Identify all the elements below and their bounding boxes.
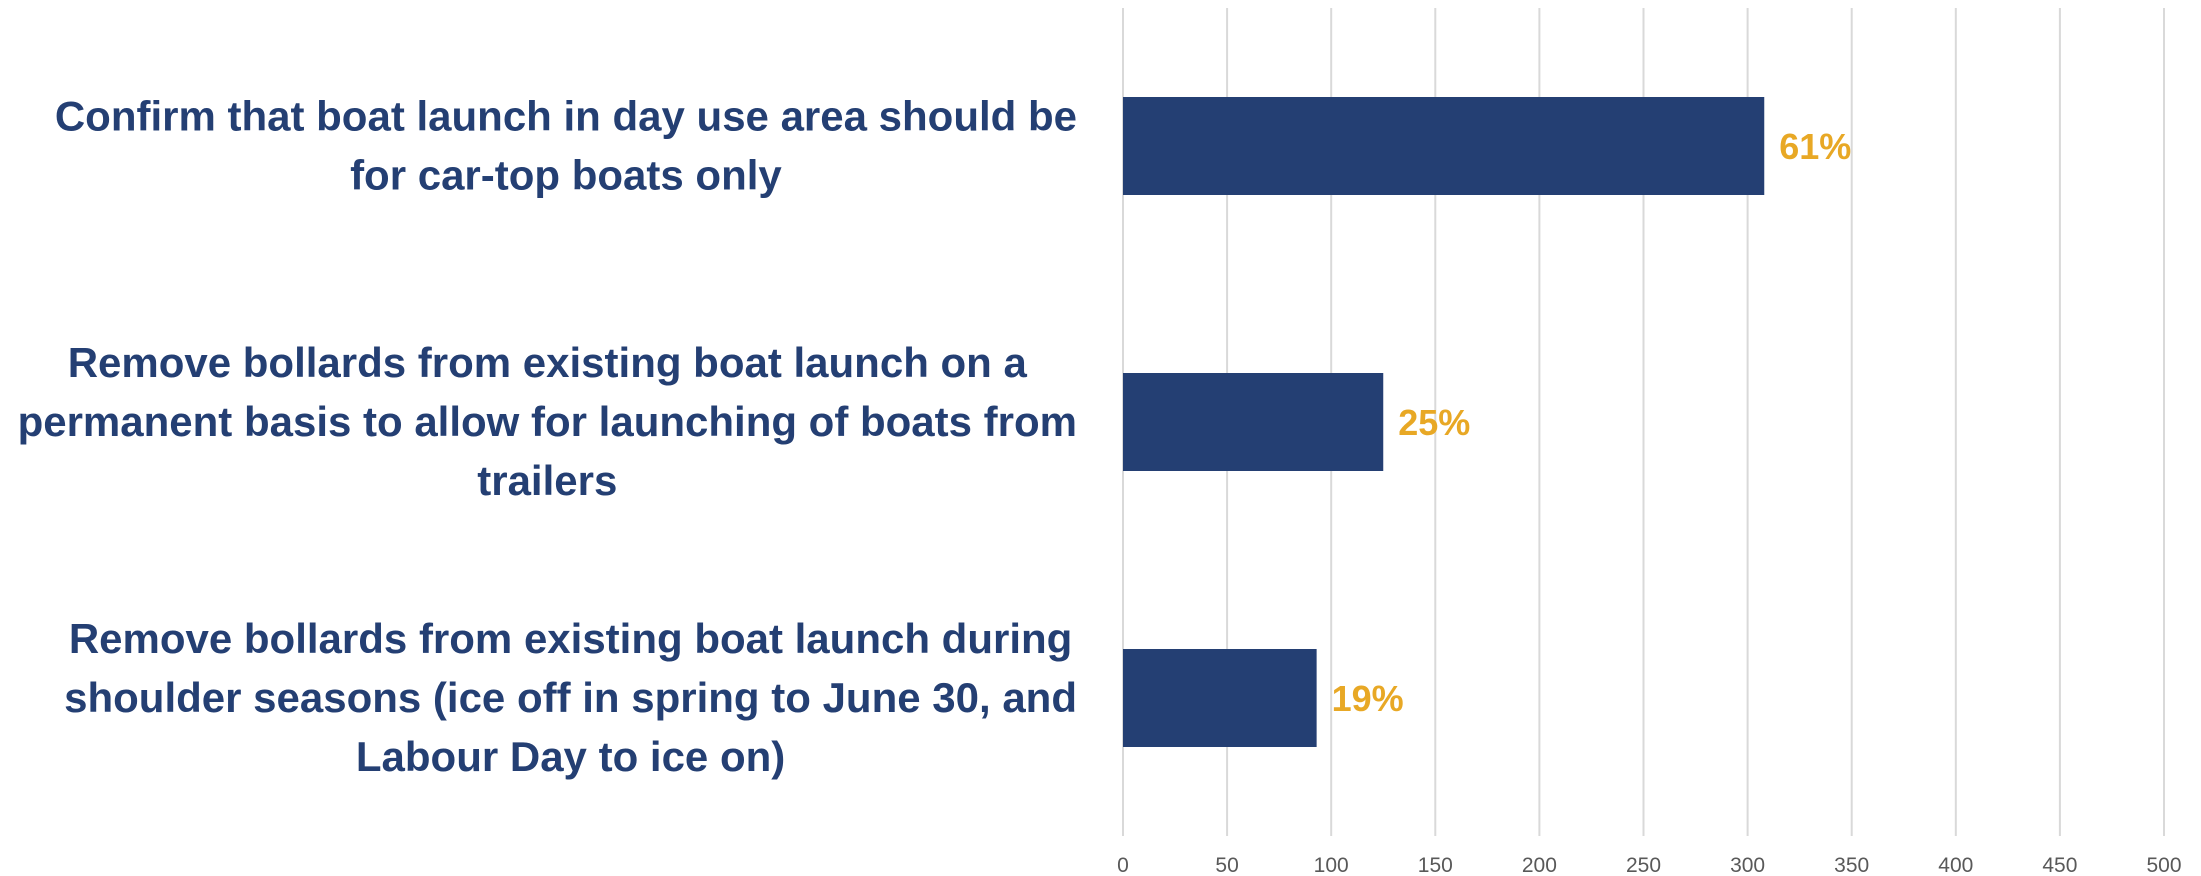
category-label-line: Labour Day to ice on)	[356, 733, 785, 780]
x-tick-label: 50	[1215, 854, 1238, 876]
x-tick-label: 150	[1418, 854, 1453, 876]
x-tick-label: 300	[1730, 854, 1765, 876]
category-label-line: trailers	[477, 457, 617, 504]
bar	[1123, 373, 1384, 471]
category-label-line: shoulder seasons (ice off in spring to J…	[64, 674, 1077, 721]
category-label-line: Confirm that boat launch in day use area…	[55, 93, 1077, 140]
x-tick-label: 200	[1522, 854, 1557, 876]
category-label: Remove bollards from existing boat launc…	[64, 615, 1077, 780]
x-axis-ticks: 0 50 100 150 200 250 300 350 400 450 500	[1117, 854, 2181, 876]
x-tick-label: 250	[1626, 854, 1661, 876]
data-label: 19%	[1332, 678, 1404, 719]
data-label: 61%	[1779, 126, 1851, 167]
x-tick-label: 0	[1117, 854, 1129, 876]
category-label-line: Remove bollards from existing boat launc…	[69, 615, 1072, 662]
bars	[1123, 97, 1765, 747]
data-labels: 61% 25% 19%	[1332, 126, 1852, 719]
category-label-line: for car-top boats only	[350, 152, 782, 199]
data-label: 25%	[1398, 402, 1470, 443]
category-label: Remove bollards from existing boat launc…	[18, 339, 1077, 504]
x-tick-label: 450	[2042, 854, 2077, 876]
category-labels: Confirm that boat launch in day use area…	[18, 93, 1077, 781]
category-label-line: permanent basis to allow for launching o…	[18, 398, 1077, 445]
category-label-line: Remove bollards from existing boat launc…	[68, 339, 1028, 386]
x-tick-label: 400	[1938, 854, 1973, 876]
bar	[1123, 649, 1317, 747]
x-tick-label: 100	[1314, 854, 1349, 876]
category-label: Confirm that boat launch in day use area…	[55, 93, 1077, 199]
x-tick-label: 500	[2146, 854, 2181, 876]
bar	[1123, 97, 1765, 195]
x-tick-label: 350	[1834, 854, 1869, 876]
